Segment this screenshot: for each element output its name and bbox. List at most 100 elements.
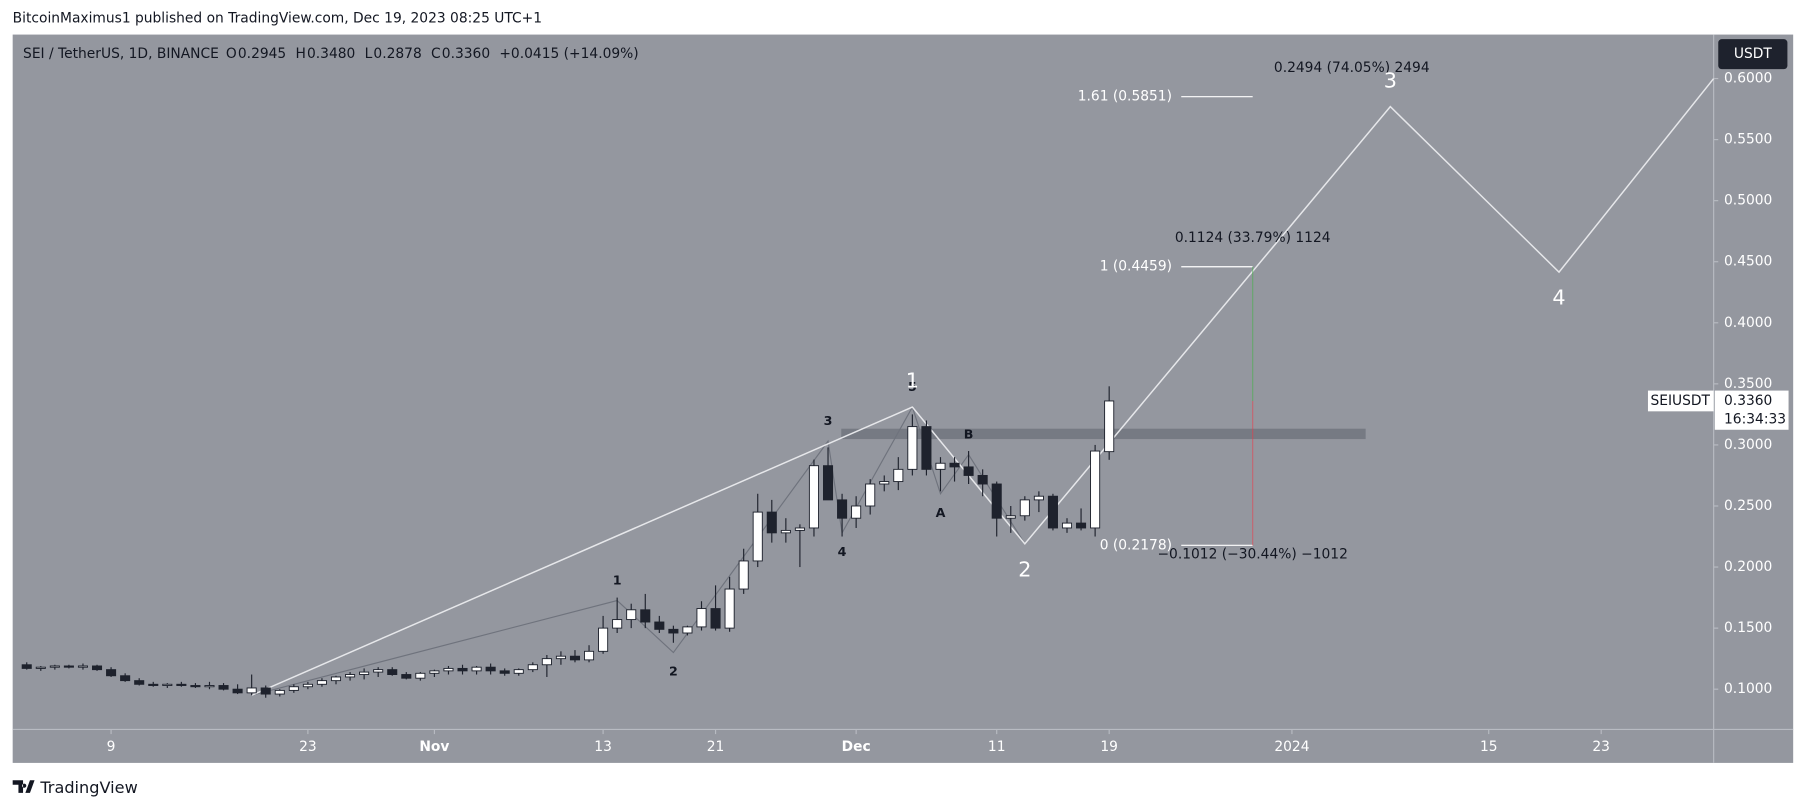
x-tick-label: 2024: [1274, 739, 1309, 755]
candle-body: [612, 619, 623, 629]
fib-label: 0 (0.2178): [1100, 537, 1172, 553]
candle-body: [246, 687, 257, 694]
fib-measure: 0.2494 (74.05%) 2494: [1274, 60, 1430, 76]
fib-measure: −0.1012 (−30.44%) −1012: [1157, 547, 1347, 563]
candle-body: [640, 609, 651, 623]
major-wave-label: 4: [1552, 286, 1565, 310]
candle-body: [1033, 495, 1044, 501]
candle-body: [626, 609, 637, 621]
candle-body: [710, 608, 721, 629]
candle-body: [598, 627, 609, 652]
x-tick-label: 21: [707, 739, 725, 755]
legend-key: C: [431, 46, 441, 62]
candle-body: [780, 529, 791, 534]
candle-body: [837, 499, 848, 519]
legend-key: L: [365, 46, 373, 62]
candle-body: [921, 426, 932, 470]
fib-measure: 0.1124 (33.79%) 1124: [1175, 230, 1331, 246]
y-tick-label: 0.5500: [1724, 132, 1772, 148]
minor-wave-label: B: [964, 427, 974, 442]
symbol-badge-label: SEIUSDT: [1650, 393, 1710, 409]
candle-body: [260, 687, 271, 695]
candle-body: [949, 462, 960, 468]
major-wave-label: 3: [1384, 68, 1397, 92]
major-wave-line: [251, 78, 1715, 696]
candle-body: [49, 665, 60, 668]
candle-body: [963, 466, 974, 476]
x-tick-label: 23: [299, 739, 317, 755]
candle-body: [162, 683, 173, 686]
x-tick-label: Dec: [842, 739, 871, 755]
candle-body: [232, 688, 243, 694]
fib-label: 1.61 (0.5851): [1078, 89, 1172, 105]
legend-symbol: SEI / TetherUS, 1D, BINANCE: [23, 46, 219, 62]
major-wave-label: 2: [1018, 557, 1031, 581]
x-tick-label: 13: [594, 739, 612, 755]
candle-body: [176, 683, 187, 686]
candle-body: [1104, 400, 1115, 453]
candle-body: [91, 665, 103, 671]
plot: 1.61 (0.5851) 0.2494 (74.05%) 2494 1 (0.44…: [21, 60, 1715, 698]
candle-body: [1047, 495, 1058, 529]
candle-body: [1061, 522, 1073, 529]
candle-body: [359, 671, 370, 675]
published-line: BitcoinMaximus1 published on TradingView…: [13, 10, 542, 26]
candle-body: [738, 560, 749, 590]
candle-body: [1090, 450, 1101, 529]
legend: O 0.2945 H 0.3480 L 0.2878 C 0.3360 +0.0415 (+14…: [226, 46, 639, 62]
candle-body: [766, 511, 777, 534]
candle-body: [822, 465, 834, 501]
minor-wave-label: 5: [908, 379, 917, 394]
minor-wave-label: 1: [613, 572, 622, 587]
y-tick-label: 0.1500: [1724, 620, 1772, 636]
candle-body: [190, 685, 201, 688]
candle-body: [387, 669, 398, 675]
candle-body: [106, 669, 117, 677]
price-badge: [1714, 390, 1789, 430]
candle-body: [541, 658, 552, 666]
candle-body: [415, 672, 426, 679]
candle-body: [401, 674, 412, 679]
minor-wave-label: 2: [669, 664, 678, 679]
y-tick-label: 0.1000: [1724, 681, 1772, 697]
y-tick-label: 0.2500: [1724, 498, 1772, 514]
x-tick-label: 11: [988, 739, 1006, 755]
y-tick-label: 0.3000: [1724, 437, 1772, 453]
y-tick-label: 0.5000: [1724, 193, 1772, 209]
symbol-badge: [1647, 390, 1714, 412]
candle-body: [373, 669, 384, 673]
candle-body: [471, 666, 482, 672]
resistance-zone: [841, 428, 1366, 440]
candle-body: [204, 685, 215, 688]
candle-body: [485, 666, 496, 672]
candle-body: [218, 685, 229, 690]
major-wave-label: 1: [906, 369, 919, 393]
candle-body: [569, 655, 581, 661]
candle-body: [865, 483, 876, 507]
legend-value: 0.3480: [307, 46, 355, 62]
logo-mark: [12, 780, 35, 793]
y-tick-label: 0.2000: [1724, 559, 1772, 575]
candle-body: [288, 686, 299, 691]
minor-wave-label: 4: [838, 544, 847, 559]
candle-body: [134, 680, 145, 685]
currency-button[interactable]: [1718, 39, 1788, 70]
currency-label[interactable]: USDT: [1734, 46, 1773, 62]
candle-body: [120, 675, 131, 682]
candle-body: [682, 626, 693, 634]
candle-body: [1005, 515, 1016, 519]
y-tick-label: 0.4000: [1724, 315, 1772, 331]
countdown-label: 16:34:33: [1724, 411, 1786, 427]
legend-value: 0.3360: [442, 46, 490, 62]
x-tick-label: Nov: [419, 739, 449, 755]
candle-body: [977, 474, 988, 485]
candle-body: [457, 667, 468, 672]
candle-body: [851, 505, 862, 519]
candle-body: [21, 664, 32, 669]
y-tick-label: 0.4500: [1724, 254, 1772, 270]
candle-body: [555, 655, 566, 660]
chart-background: [12, 34, 1794, 763]
candle-body: [907, 426, 918, 470]
price-badge-label: 0.3360: [1724, 393, 1772, 409]
